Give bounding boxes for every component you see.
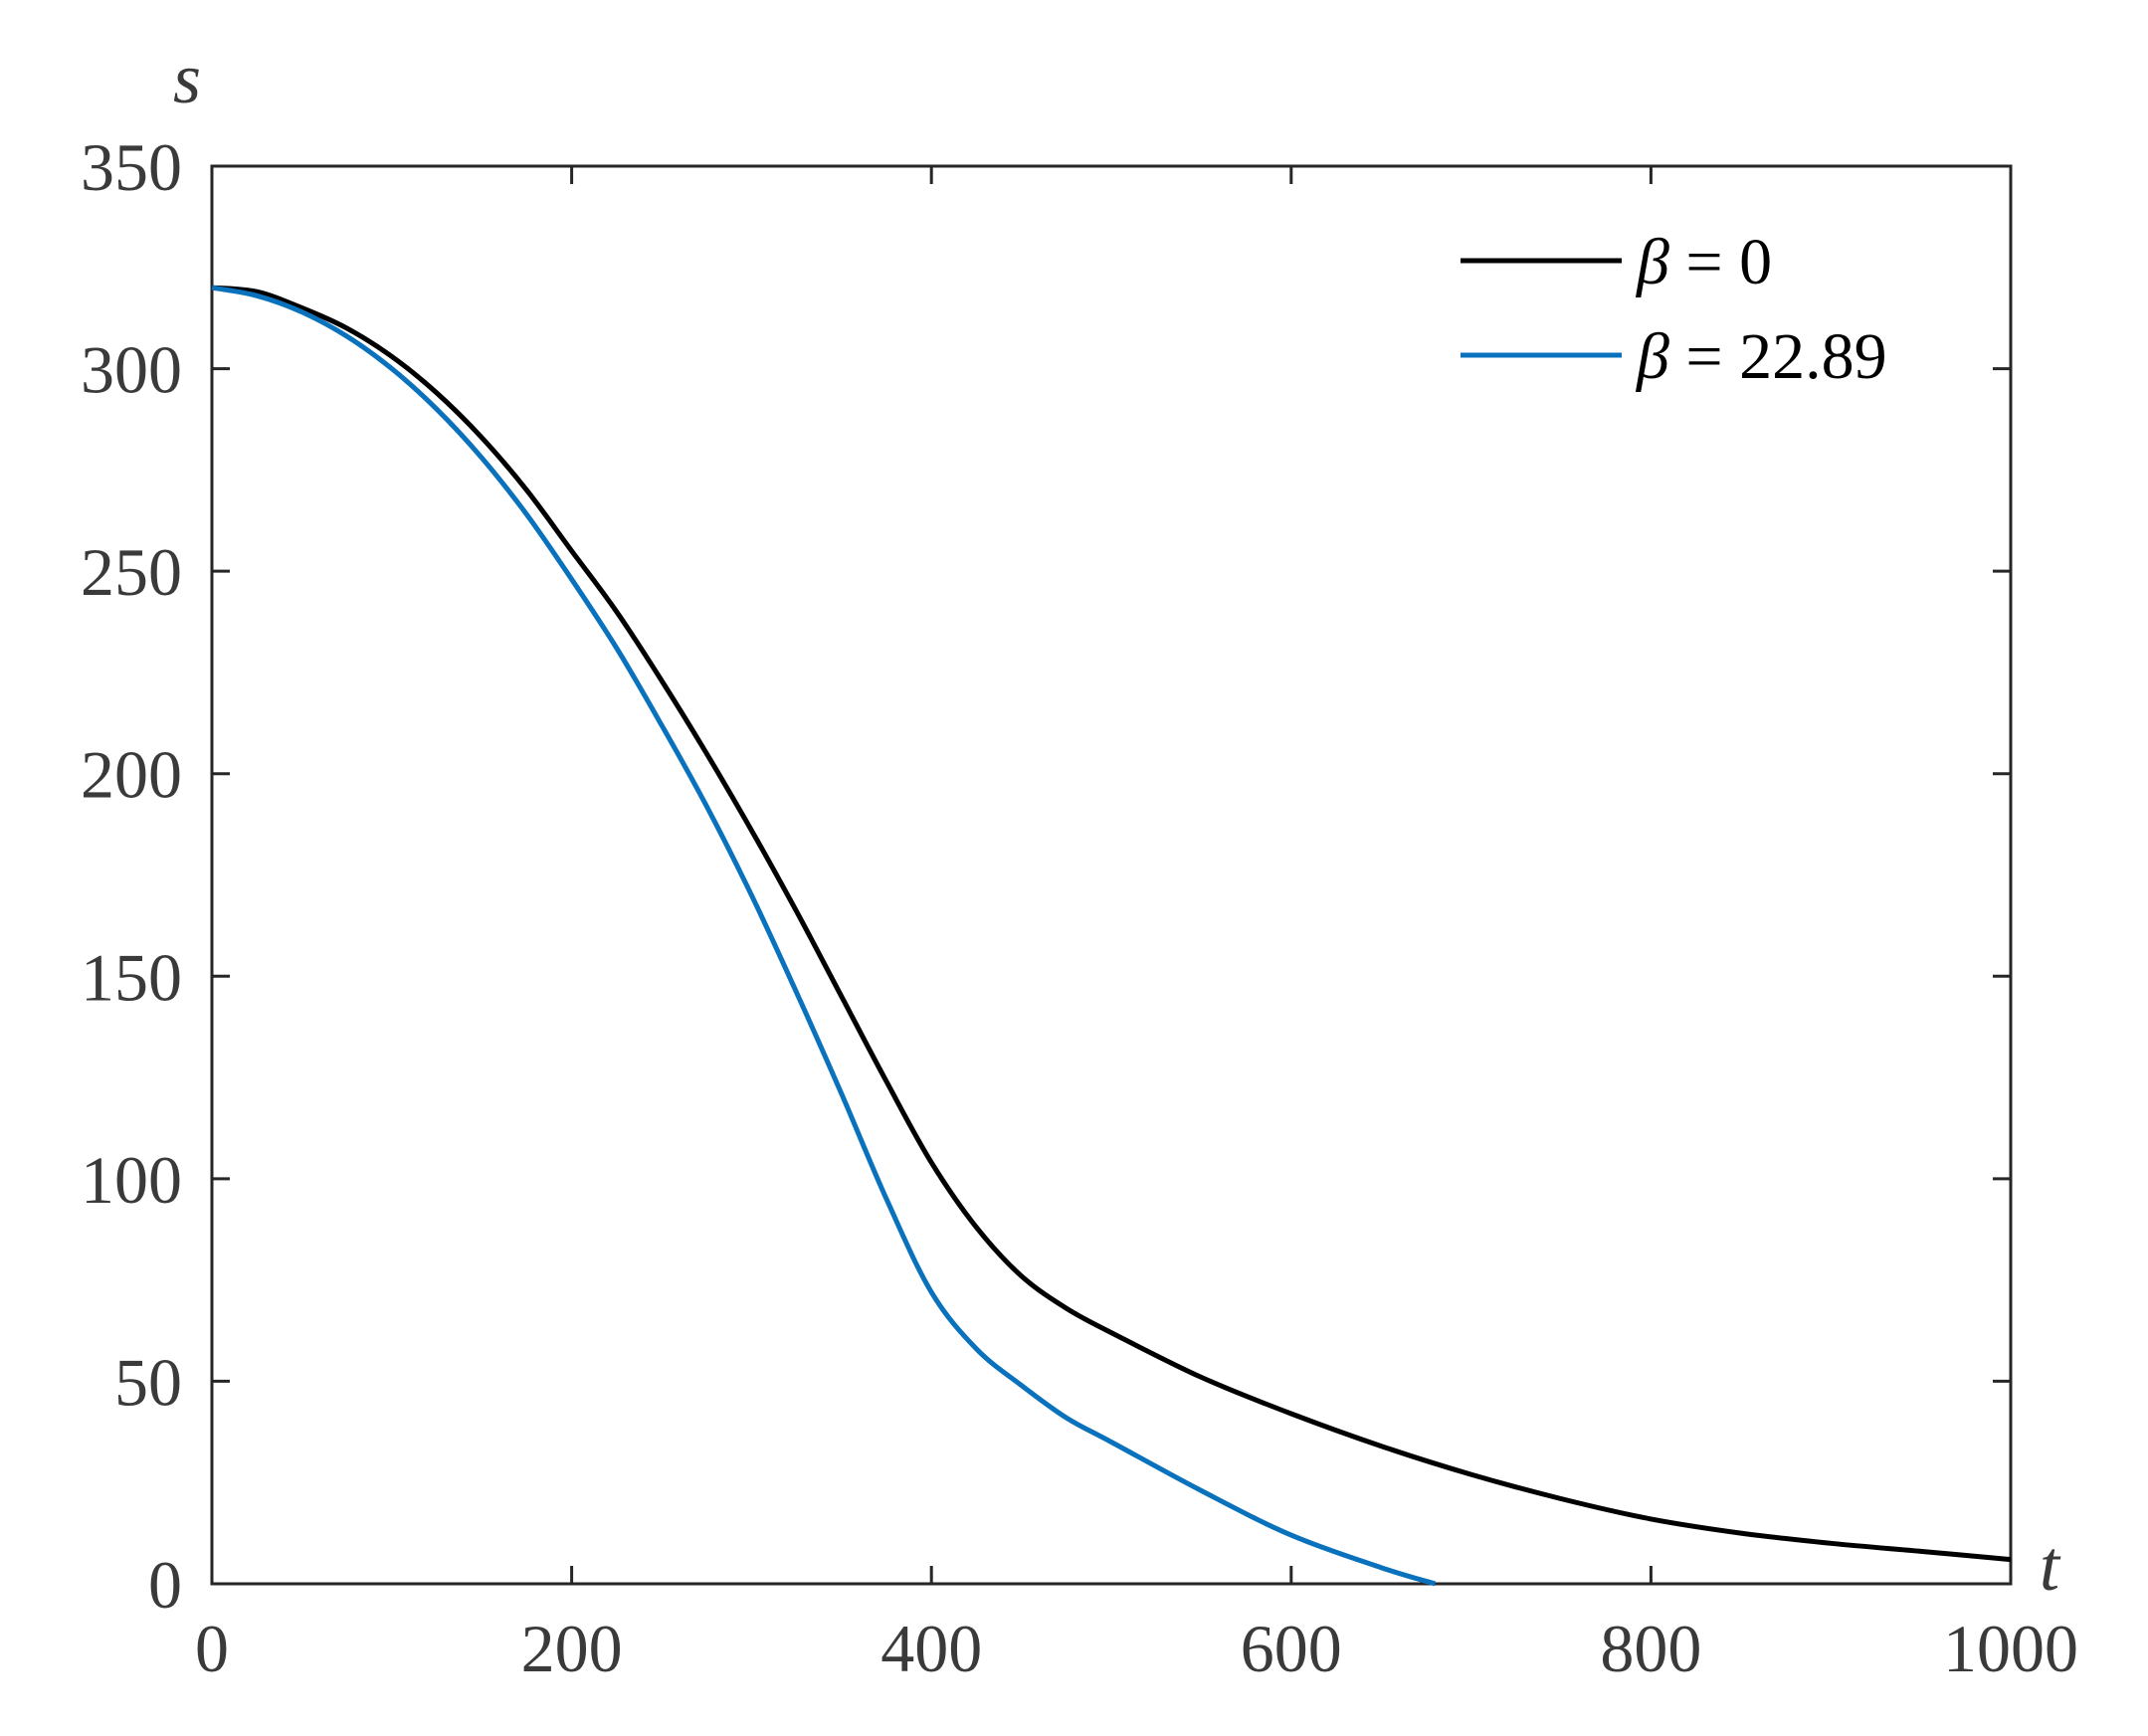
y-tick-label: 300 xyxy=(81,332,182,408)
series-line-2 xyxy=(211,285,1437,1587)
x-axis-label: t xyxy=(2040,1526,2061,1606)
x-tick-label: 400 xyxy=(880,1611,982,1686)
y-tick-label: 0 xyxy=(148,1547,182,1623)
legend-symbol: β xyxy=(1635,320,1669,393)
legend-label-1: β = 0 xyxy=(1635,226,1772,298)
tick-labels: 0 200 400 600 800 1000 0 50 100 150 200 250 300 350 xyxy=(81,129,2078,1686)
series-layer xyxy=(211,285,2012,1587)
y-tick-label: 200 xyxy=(81,737,182,813)
y-tick-label: 250 xyxy=(81,534,182,610)
y-tick-label: 50 xyxy=(114,1344,182,1420)
legend: β = 0β = 22.89 xyxy=(1461,226,1887,393)
x-tick-label: 0 xyxy=(195,1611,229,1686)
y-tick-label: 100 xyxy=(81,1142,182,1218)
legend-value: = 22.89 xyxy=(1669,320,1887,393)
series-line-1 xyxy=(211,285,2012,1563)
legend-value: = 0 xyxy=(1669,226,1772,298)
y-tick-label: 350 xyxy=(81,129,182,205)
tick-marks xyxy=(210,164,2013,1586)
y-axis-label: s xyxy=(173,39,201,118)
x-tick-label: 800 xyxy=(1600,1611,1701,1686)
plot-area xyxy=(210,164,2013,1586)
x-tick-label: 600 xyxy=(1241,1611,1342,1686)
y-tick-label: 150 xyxy=(81,939,182,1015)
x-tick-label: 1000 xyxy=(1943,1611,2078,1686)
legend-symbol: β xyxy=(1635,226,1669,298)
legend-label-2: β = 22.89 xyxy=(1635,320,1887,393)
x-tick-label: 200 xyxy=(521,1611,623,1686)
